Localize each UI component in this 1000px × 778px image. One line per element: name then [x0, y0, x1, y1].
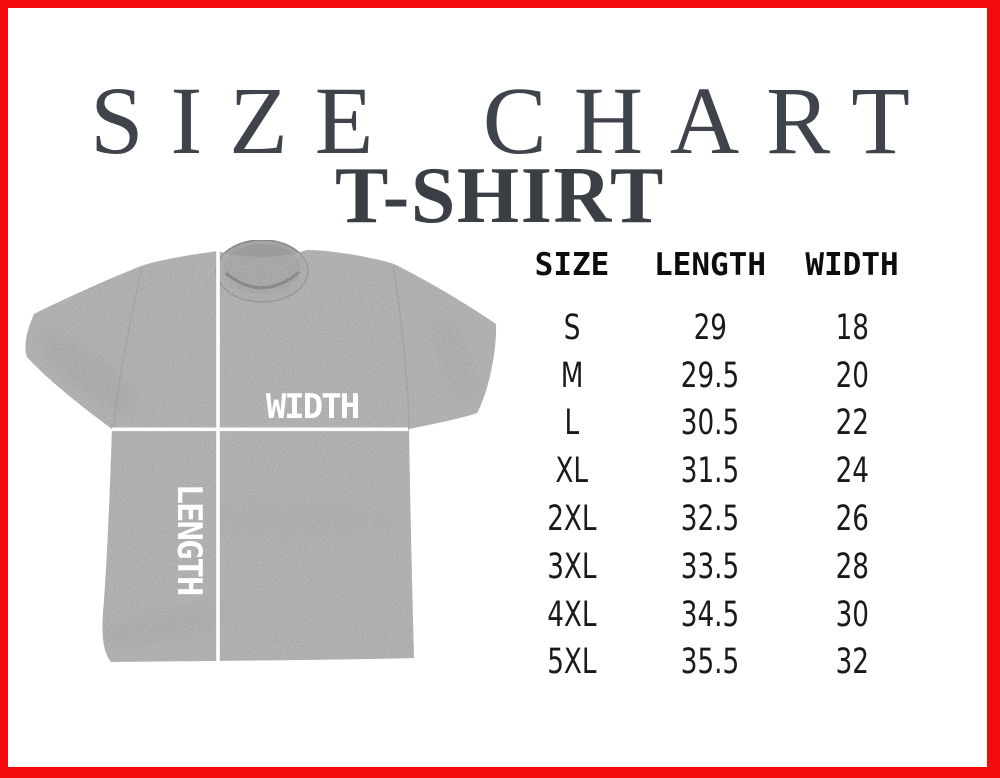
size-row: 2XL 32.5 26	[500, 495, 944, 543]
size-cell: 4XL	[547, 594, 597, 635]
width-measure-line	[112, 427, 408, 432]
size-table: SIZE LENGTH WIDTH S 29 18 M 29.5 20 L 30…	[500, 234, 944, 686]
length-cell: 34.5	[680, 594, 740, 635]
width-cell: 30	[835, 594, 869, 635]
width-cell: 20	[835, 355, 869, 396]
size-cell: S	[563, 307, 581, 348]
length-label: LENGTH	[169, 484, 209, 595]
size-cell: M	[560, 355, 584, 396]
length-measure-line	[216, 249, 220, 664]
header-width: WIDTH	[805, 247, 899, 283]
size-table-header: SIZE LENGTH WIDTH	[500, 234, 944, 296]
size-row: 3XL 33.5 28	[500, 543, 944, 591]
width-cell: 18	[835, 307, 869, 348]
width-cell: 22	[835, 403, 869, 444]
page-title: SIZE CHART	[90, 67, 937, 174]
header-size: SIZE	[534, 247, 610, 283]
size-row: M 29.5 20	[500, 352, 944, 400]
tshirt-diagram: WIDTH LENGTH	[25, 240, 497, 664]
length-cell: 29.5	[680, 355, 740, 396]
width-cell: 28	[835, 546, 869, 587]
size-row: XL 31.5 24	[500, 447, 944, 495]
size-cell: XL	[555, 451, 589, 492]
length-cell: 33.5	[680, 546, 740, 587]
width-cell: 24	[835, 451, 869, 492]
size-table-rows: S 29 18 M 29.5 20 L 30.5 22 XL 31.5 24 2…	[500, 304, 944, 686]
size-cell: L	[564, 403, 580, 444]
length-cell: 31.5	[680, 451, 740, 492]
size-cell: 3XL	[547, 546, 597, 587]
width-cell: 26	[835, 499, 869, 540]
heather-texture-dark	[25, 250, 497, 662]
width-cell: 32	[835, 642, 869, 683]
width-label: WIDTH	[266, 387, 359, 427]
size-row: S 29 18	[500, 304, 944, 352]
size-row: 5XL 35.5 32	[500, 639, 944, 687]
length-cell: 35.5	[680, 642, 740, 683]
size-row: L 30.5 22	[500, 400, 944, 448]
length-cell: 32.5	[680, 499, 740, 540]
size-row: 4XL 34.5 30	[500, 591, 944, 639]
header-length: LENGTH	[654, 247, 766, 283]
length-cell: 29	[693, 307, 727, 348]
length-cell: 30.5	[680, 403, 740, 444]
size-cell: 5XL	[547, 642, 597, 683]
size-cell: 2XL	[547, 499, 597, 540]
page-subtitle: T-SHIRT	[334, 152, 666, 240]
